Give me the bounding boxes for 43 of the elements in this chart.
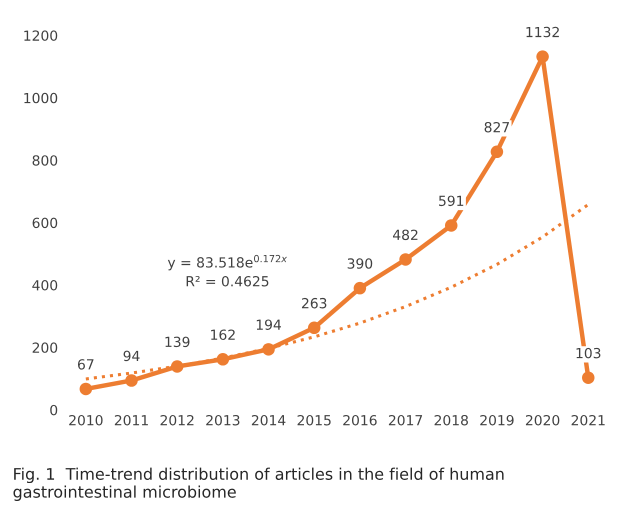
data-label: 263 xyxy=(302,298,326,308)
y-tick-label: 1000 xyxy=(24,92,58,104)
data-label: 139 xyxy=(165,336,190,348)
point xyxy=(125,374,138,387)
annotation: R² = 0.4625 xyxy=(186,276,268,286)
x-tick-label: 2021 xyxy=(572,414,605,426)
y-tick-label: 400 xyxy=(32,280,58,291)
point xyxy=(490,146,504,158)
data-label: 67 xyxy=(78,359,94,370)
y-tick-label: 1200 xyxy=(24,30,58,41)
data-label: 482 xyxy=(392,230,418,240)
y-tick-label: 0 xyxy=(50,404,58,416)
point xyxy=(308,322,320,334)
y-tick-label: 800 xyxy=(32,155,58,166)
data-label: 162 xyxy=(211,329,235,340)
x-tick-label: 2019 xyxy=(480,414,514,426)
x-tick-label: 2010 xyxy=(69,414,103,426)
point xyxy=(354,282,366,294)
caption: Fig. 1 Time-trend distribution of articles in the field of human gastrointestinal microbiome xyxy=(13,468,504,501)
data-label: 827 xyxy=(484,122,509,132)
point xyxy=(444,219,458,232)
data-label: 194 xyxy=(256,319,282,330)
x-tick-label: 2011 xyxy=(114,414,148,426)
data-label: 390 xyxy=(348,258,372,269)
x-tick-label: 2012 xyxy=(160,414,194,426)
x-tick-label: 2018 xyxy=(434,414,468,426)
x-tick-label: 2017 xyxy=(388,414,422,426)
data-label: 591 xyxy=(439,196,464,206)
point xyxy=(80,382,92,396)
y-tick-label: 600 xyxy=(32,218,58,228)
data-label: 1132 xyxy=(526,26,559,38)
x-tick-label: 2015 xyxy=(298,414,331,426)
point xyxy=(536,50,549,63)
data-label: 94 xyxy=(124,350,140,362)
point xyxy=(582,371,595,384)
data-label: 103 xyxy=(576,348,600,358)
x-tick-label: 2013 xyxy=(206,414,240,426)
x-tick-label: 2014 xyxy=(252,414,286,426)
y-tick-label: 200 xyxy=(32,342,58,353)
point xyxy=(399,253,412,266)
x-tick-label: 2016 xyxy=(343,414,377,426)
annotation: y = 83.518e$^{0.172x}$ xyxy=(168,254,288,270)
x-tick-label: 2020 xyxy=(526,414,560,426)
